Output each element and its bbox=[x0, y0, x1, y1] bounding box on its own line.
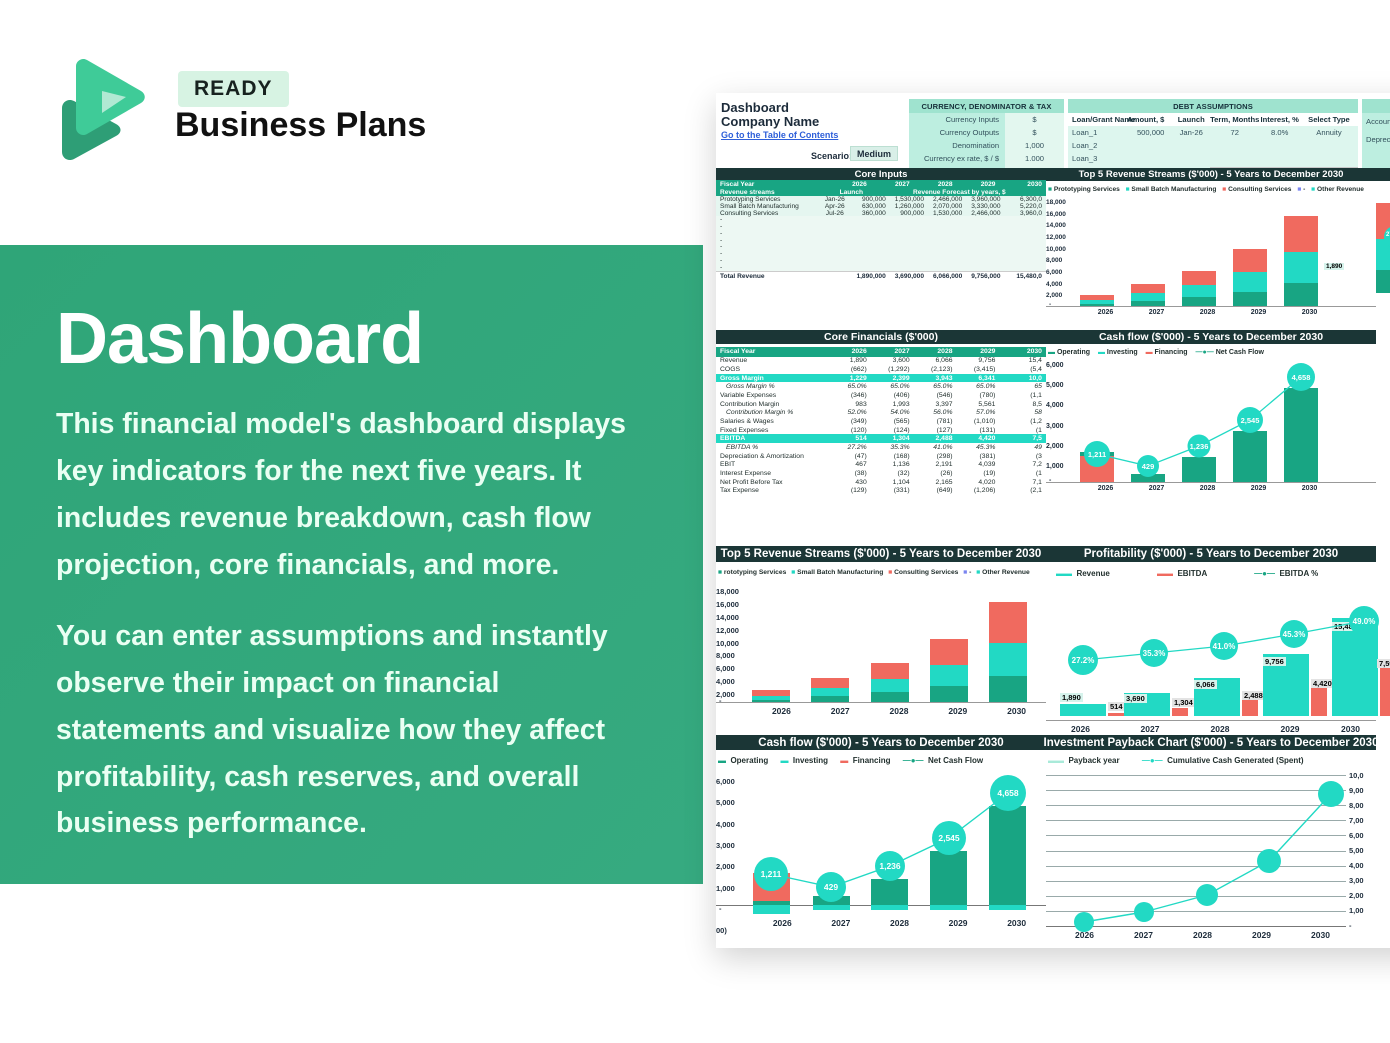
svg-text:4,658: 4,658 bbox=[1292, 373, 1311, 382]
svg-text:49.0%: 49.0% bbox=[1353, 617, 1376, 626]
svg-text:41.0%: 41.0% bbox=[1213, 642, 1236, 651]
svg-text:429: 429 bbox=[1142, 462, 1155, 471]
svg-text:45.3%: 45.3% bbox=[1283, 630, 1306, 639]
svg-text:27.2%: 27.2% bbox=[1072, 656, 1095, 665]
svg-text:2,545: 2,545 bbox=[1241, 416, 1260, 425]
svg-text:4,658: 4,658 bbox=[997, 788, 1019, 798]
svg-text:429: 429 bbox=[824, 882, 838, 892]
svg-text:35.3%: 35.3% bbox=[1143, 649, 1166, 658]
svg-text:1,236: 1,236 bbox=[879, 861, 901, 871]
svg-text:1,236: 1,236 bbox=[1190, 442, 1209, 451]
svg-text:2,545: 2,545 bbox=[938, 833, 960, 843]
svg-text:1,211: 1,211 bbox=[761, 869, 782, 879]
svg-text:1,211: 1,211 bbox=[1088, 450, 1106, 459]
